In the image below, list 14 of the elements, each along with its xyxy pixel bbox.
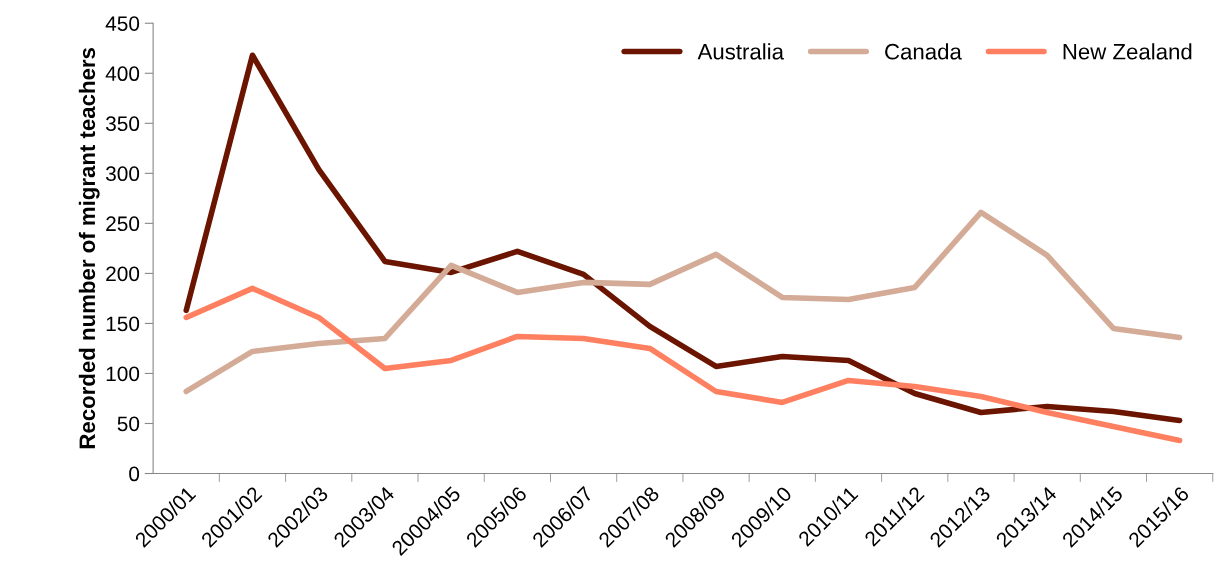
y-tick-label: 100 [106,366,140,382]
y-tick-label: 300 [105,166,140,182]
y-axis-title: Recorded number of migrant teachers [78,48,100,449]
y-tick-label: 350 [105,116,140,132]
legend-label: Canada [885,43,962,60]
y-tick-label: 0 [129,466,140,482]
y-tick-label: 400 [105,66,140,82]
legend-label: Australia [697,43,784,60]
y-tick-label: 250 [106,216,140,232]
y-tick-label: 150 [106,316,140,332]
y-tick-label: 50 [117,416,140,432]
y-tick-label: 200 [106,266,140,282]
legend-label: New Zealand [1063,43,1192,60]
y-tick-label: 450 [105,16,140,31]
